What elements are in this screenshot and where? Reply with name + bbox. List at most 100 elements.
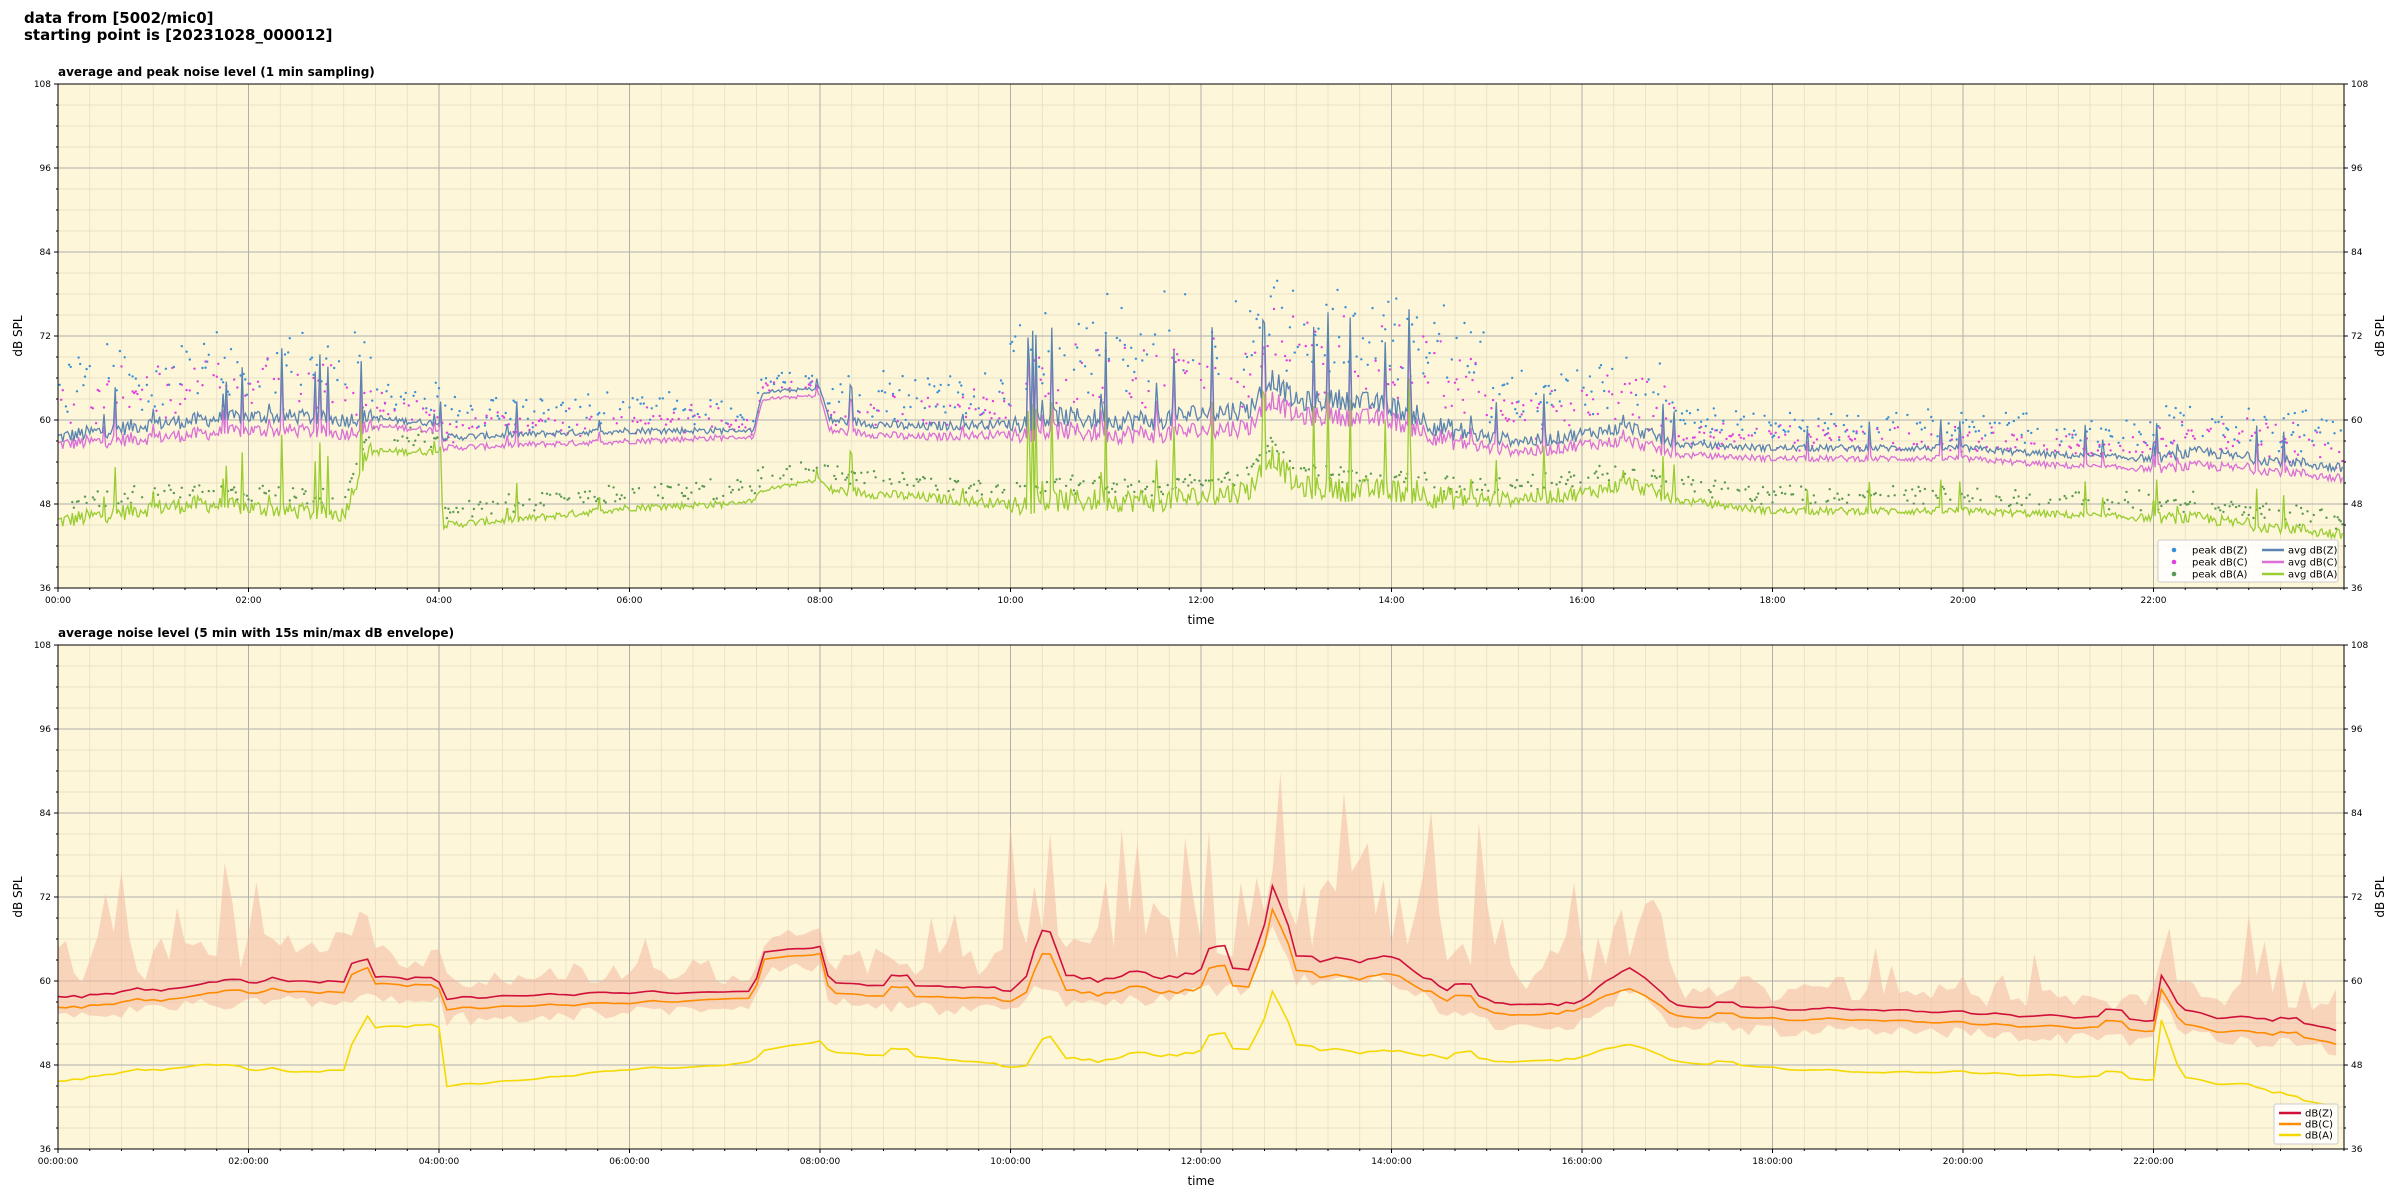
peak-point <box>929 477 933 480</box>
y-tick-label-right: 60 <box>2351 977 2363 987</box>
peak-point <box>1823 434 1827 437</box>
peak-point <box>585 416 588 419</box>
peak-point <box>2301 410 2304 413</box>
peak-point <box>1069 478 1073 481</box>
peak-point <box>201 490 204 494</box>
peak-point <box>444 404 447 407</box>
peak-point <box>2158 501 2161 504</box>
peak-point <box>423 440 426 443</box>
peak-point <box>1593 472 1596 475</box>
peak-point <box>2069 446 2073 450</box>
peak-point <box>874 423 877 426</box>
peak-point <box>531 421 534 425</box>
peak-point <box>1614 417 1617 421</box>
y-tick-label: 48 <box>40 500 52 510</box>
y-tick-label-right: 60 <box>2351 416 2363 426</box>
peak-point <box>593 495 596 499</box>
peak-point <box>1614 465 1617 468</box>
peak-point <box>1455 490 1458 494</box>
peak-point <box>1560 373 1563 376</box>
peak-point <box>2079 439 2082 442</box>
peak-point <box>410 418 414 421</box>
peak-point <box>1709 435 1712 438</box>
peak-point <box>658 397 661 400</box>
peak-point <box>1961 436 1965 439</box>
peak-point <box>1387 383 1390 386</box>
peak-point <box>2096 440 2100 443</box>
peak-point <box>1599 364 1603 367</box>
peak-point <box>1852 430 1855 433</box>
peak-point <box>2252 418 2255 422</box>
peak-point <box>266 357 269 360</box>
peak-point <box>2128 451 2131 454</box>
peak-point <box>363 341 366 344</box>
peak-point <box>514 401 517 404</box>
peak-point <box>764 382 768 385</box>
peak-point <box>696 412 699 416</box>
peak-point <box>1953 429 1957 432</box>
peak-point <box>1587 411 1590 414</box>
peak-point <box>1041 382 1044 385</box>
peak-point <box>1177 358 1181 362</box>
peak-point <box>639 419 642 422</box>
peak-point <box>312 373 315 376</box>
peak-point <box>512 510 515 513</box>
peak-point <box>1977 440 1981 443</box>
peak-point <box>1693 421 1696 424</box>
peak-point <box>2007 421 2011 425</box>
peak-point <box>668 391 671 394</box>
chart-title: average and peak noise level (1 min samp… <box>58 65 375 79</box>
peak-point <box>1980 437 1984 440</box>
peak-point <box>2006 447 2009 450</box>
peak-point <box>1915 443 1919 446</box>
peak-point <box>364 438 368 442</box>
peak-point <box>1998 496 2001 499</box>
peak-point <box>1536 410 1539 413</box>
peak-point <box>172 491 176 495</box>
peak-point <box>1736 423 1739 426</box>
peak-point <box>1399 365 1403 369</box>
peak-point <box>1784 492 1787 495</box>
peak-point <box>956 403 960 406</box>
x-tick-label: 06:00:00 <box>609 1157 650 1167</box>
peak-point <box>1671 401 1674 404</box>
peak-point <box>1436 339 1439 343</box>
peak-point <box>972 395 976 398</box>
peak-point <box>958 381 961 384</box>
peak-point <box>94 422 98 425</box>
scatter-peak-db-a- <box>71 424 2344 530</box>
plot-area <box>58 772 2337 1108</box>
peak-point <box>434 381 437 384</box>
peak-point <box>841 391 844 394</box>
peak-point <box>244 378 247 381</box>
peak-point <box>1296 345 1300 349</box>
peak-point <box>1447 380 1450 383</box>
peak-point <box>120 500 123 503</box>
peak-point <box>1917 485 1920 489</box>
peak-point <box>290 370 293 374</box>
peak-point <box>1342 470 1346 473</box>
plot-area <box>58 279 2344 541</box>
peak-point <box>183 397 187 401</box>
peak-point <box>1918 421 1922 424</box>
peak-point <box>1393 323 1396 326</box>
peak-point <box>233 486 236 489</box>
peak-point <box>264 364 268 367</box>
peak-point <box>2293 450 2296 453</box>
peak-point <box>150 394 153 397</box>
peak-point <box>1520 369 1523 372</box>
peak-point <box>477 503 480 506</box>
peak-point <box>780 386 784 389</box>
x-tick-label: 10:00:00 <box>990 1157 1031 1167</box>
peak-point <box>2188 500 2192 504</box>
peak-point <box>1793 441 1796 444</box>
peak-point <box>1455 336 1458 340</box>
peak-point <box>2219 509 2222 512</box>
peak-point <box>1018 485 1022 488</box>
peak-point <box>156 493 160 496</box>
peak-point <box>288 337 291 340</box>
peak-point <box>117 502 120 505</box>
peak-point <box>1920 440 1923 443</box>
peak-point <box>620 494 623 497</box>
series-line-db-a- <box>58 989 2337 1108</box>
